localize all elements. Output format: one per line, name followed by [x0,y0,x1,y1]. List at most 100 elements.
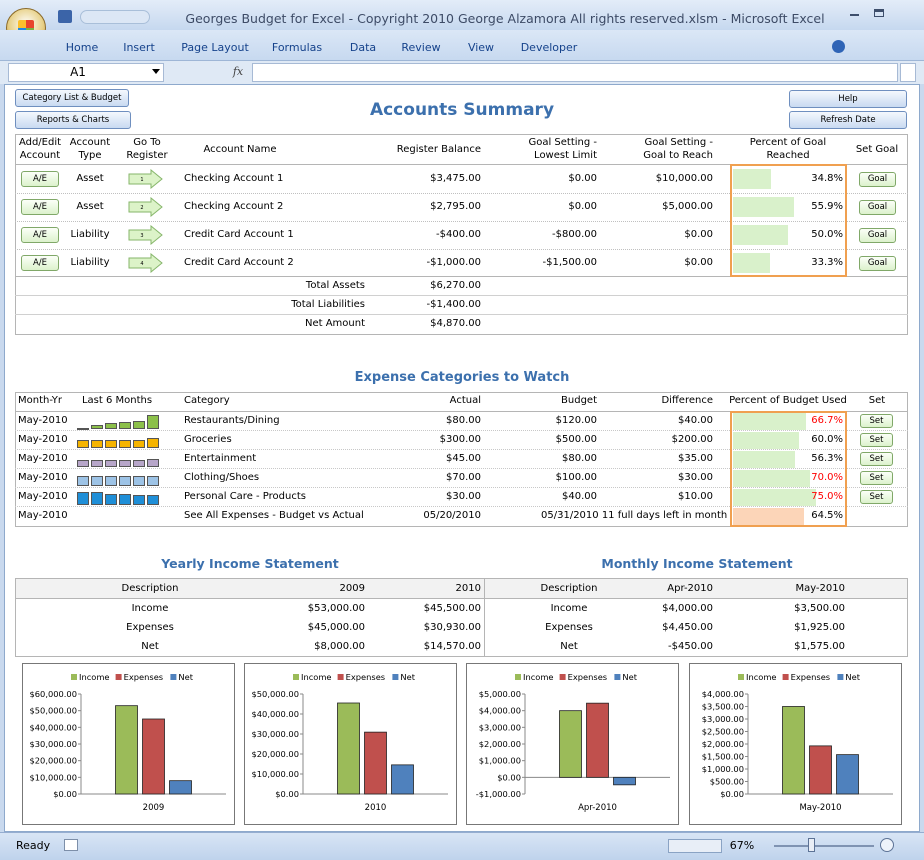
column-header: Goal Setting - Goal to Reach [643,137,713,161]
month: May-2010 [18,453,68,464]
legend-swatch [782,674,789,680]
save-icon[interactable] [58,10,72,23]
refresh-date-button[interactable]: Refresh Date [789,111,907,129]
help-icon[interactable] [832,40,845,53]
rows-bottom [15,276,908,277]
bar [142,718,165,795]
edit-account-button[interactable]: A/E [21,171,59,187]
set-goal-button[interactable]: Goal [859,172,896,187]
edit-account-button[interactable]: A/E [21,199,59,215]
reports-button[interactable]: Reports & Charts [15,111,131,129]
legend-label: Income [746,672,777,682]
ribbon-tab[interactable]: Formulas [271,41,323,54]
income-header-bg [16,579,907,599]
total-value: -$1,400.00 [426,299,481,310]
register-arrow[interactable]: 2 [128,197,164,217]
category-list-button[interactable]: Category List & Budget [15,89,129,107]
zoom-thumb[interactable] [808,838,815,852]
sparkline-bar [105,493,117,505]
column-header: Account Type [69,137,111,161]
undo-redo[interactable] [80,10,150,24]
expand-formula[interactable] [900,63,916,82]
sparkline-bar [119,460,131,467]
legend-swatch [515,674,521,680]
register-arrow[interactable]: 4 [128,253,164,273]
macro-icon[interactable] [64,839,78,851]
ribbon-tab[interactable]: Home [65,41,99,54]
close[interactable] [898,6,910,20]
edit-account-button[interactable]: A/E [21,227,59,243]
set-button[interactable]: Set [860,414,893,428]
actual: $30.00 [446,491,481,502]
y-tick-label: $0.00 [53,789,77,799]
percent-label: 55.9% [811,201,843,212]
expenses-title: Expense Categories to Watch [354,370,570,385]
set-button[interactable]: Set [860,452,893,466]
register-number: 1 [140,177,143,183]
column-header: Last 6 Months [81,395,153,406]
difference: $30.00 [678,472,713,483]
column-header: Percent of Budget Used [729,395,847,406]
legend-swatch [614,674,621,680]
set-button[interactable]: Set [860,433,893,447]
row-divider [15,221,908,222]
name-box-arrow[interactable] [152,69,160,74]
set-button[interactable]: Set [860,471,893,485]
percent-bar [733,197,795,217]
set-goal-button[interactable]: Goal [859,200,896,215]
category: Groceries [184,434,232,445]
ribbon-tab[interactable]: Developer [520,41,578,54]
y-tick-label: $2,000.00 [702,739,744,749]
account-type: Asset [76,173,104,184]
set-button[interactable]: Set [860,490,893,504]
set-goal-button[interactable]: Goal [859,228,896,243]
zoom-slider[interactable] [774,845,874,847]
ribbon-tab[interactable]: Page Layout [181,41,249,54]
income-chart: $0.00 $10,000.00 $20,000.00 $30,000.00 $40,0… [22,663,235,825]
ribbon-tab[interactable]: Review [401,41,441,54]
register-balance: -$1,000.00 [426,257,481,268]
help-button[interactable]: Help [789,90,907,108]
column-header: Set [868,395,886,406]
column-header: Register Balance [396,143,481,155]
y-tick-label: $10,000.00 [29,772,77,782]
register-arrow[interactable]: 3 [128,225,164,245]
y-tick-label: $2,500.00 [702,727,744,737]
y-tick-label: $5,000.00 [479,689,521,699]
y-tick-label: $4,000.00 [702,689,744,699]
percent-bar [733,413,807,430]
ribbon-tab[interactable]: Insert [123,41,155,54]
bar [115,705,138,795]
register-number: 4 [140,261,143,267]
view-buttons[interactable] [668,839,722,853]
y-tick-label: $30,000.00 [251,729,299,739]
set-goal-button[interactable]: Goal [859,256,896,271]
sparkline-bar [119,476,131,486]
account-name: Credit Card Account 2 [184,257,294,268]
zoom-in[interactable] [880,838,894,852]
edit-account-button[interactable]: A/E [21,255,59,271]
sparkline-bar [133,460,145,467]
maximize[interactable] [874,9,884,17]
accounts-title: Accounts Summary [369,100,555,120]
y-tick-label: $3,000.00 [702,714,744,724]
month: May-2010 [18,434,68,445]
category: Clothing/Shoes [184,472,260,483]
column-header: Set Goal [855,143,899,155]
formula-input[interactable] [252,63,898,82]
register-arrow[interactable]: 1 [128,169,164,189]
y-tick-label: $1,000.00 [702,764,744,774]
sparkline-bar [133,439,145,448]
arrow-shape [128,197,163,217]
y-tick-label: $20,000.00 [29,756,77,766]
legend-label: Expenses [568,672,608,682]
legend-label: Income [301,672,332,682]
row-divider [15,468,908,469]
ribbon-tab[interactable]: Data [349,41,377,54]
y-tick-label: $50,000.00 [251,689,299,699]
legend-label: Income [79,672,110,682]
ribbon-tab[interactable]: View [467,41,495,54]
name-box[interactable] [8,63,164,82]
header-divider [15,164,908,165]
minimize[interactable] [850,14,859,16]
